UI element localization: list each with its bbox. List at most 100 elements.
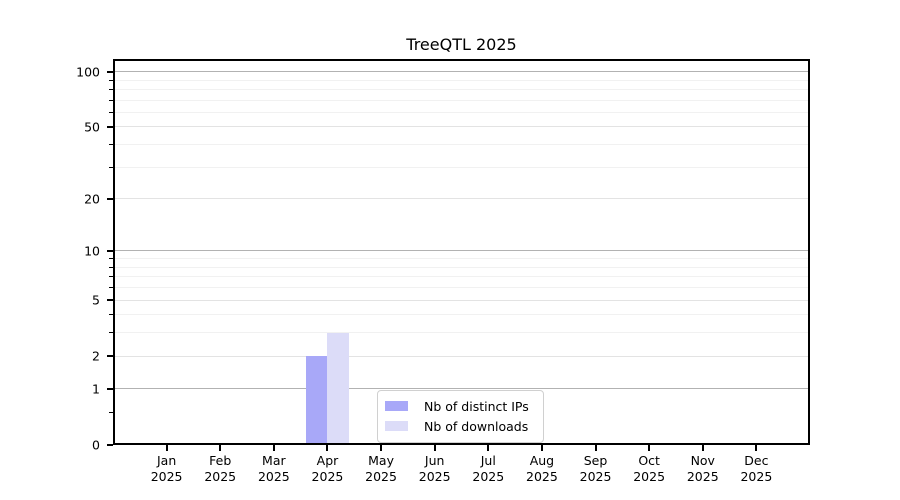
gridline-major bbox=[113, 355, 810, 357]
y-minor-tick bbox=[109, 314, 113, 316]
x-tick-month: Aug bbox=[529, 453, 555, 468]
gridline-major bbox=[113, 198, 810, 200]
x-tick-month: Dec bbox=[744, 453, 769, 468]
y-tick bbox=[107, 125, 113, 128]
y-minor-tick bbox=[109, 266, 113, 268]
gridline-minor bbox=[113, 314, 810, 316]
y-minor-tick bbox=[109, 144, 113, 146]
y-tick-label: 50 bbox=[84, 119, 100, 135]
y-minor-tick bbox=[109, 88, 113, 90]
y-tick-label: 0 bbox=[92, 437, 100, 453]
x-tick bbox=[219, 445, 222, 451]
gridline-minor bbox=[113, 258, 810, 260]
x-tick-label: Nov 2025 bbox=[687, 453, 719, 485]
gridline-major bbox=[113, 71, 810, 73]
legend: Nb of distinct IPs Nb of downloads bbox=[377, 390, 544, 443]
x-tick-year: 2025 bbox=[311, 469, 344, 484]
plot-area: 0 1 2 5 10 20 50 100 Jan 2025 Feb 2025 Mar 2025 Apr 20… bbox=[76, 59, 810, 484]
y-tick bbox=[107, 387, 113, 390]
x-tick-label: Oct 2025 bbox=[633, 453, 665, 485]
y-tick-label: 5 bbox=[92, 292, 100, 308]
y-minor-tick bbox=[109, 79, 113, 81]
y-minor-tick bbox=[109, 411, 113, 413]
gridline-major bbox=[113, 250, 810, 252]
x-tick-label: Sep 2025 bbox=[580, 453, 612, 485]
y-minor-tick bbox=[109, 99, 113, 101]
y-tick-label: 2 bbox=[92, 348, 100, 364]
x-tick-month: Mar bbox=[262, 453, 286, 468]
x-tick-label: Aug 2025 bbox=[526, 453, 558, 485]
x-tick-label: Jun 2025 bbox=[419, 453, 451, 485]
y-tick-label: 10 bbox=[84, 243, 100, 259]
x-tick bbox=[487, 445, 490, 451]
gridline-minor bbox=[113, 88, 810, 90]
x-tick bbox=[540, 445, 543, 451]
x-tick-year: 2025 bbox=[526, 469, 558, 484]
x-tick-label: Jul 2025 bbox=[472, 453, 504, 485]
x-tick bbox=[165, 445, 168, 451]
x-tick bbox=[380, 445, 383, 451]
bar-distinct-ips bbox=[305, 356, 328, 445]
legend-swatch bbox=[385, 400, 408, 412]
x-tick-month: Nov bbox=[690, 453, 715, 468]
gridline-minor bbox=[113, 111, 810, 113]
x-tick-year: 2025 bbox=[365, 469, 397, 484]
y-tick bbox=[107, 70, 113, 73]
x-tick-year: 2025 bbox=[686, 469, 719, 484]
y-tick-label: 1 bbox=[92, 381, 100, 397]
x-tick-month: Jul bbox=[480, 453, 496, 468]
gridline-minor bbox=[113, 99, 810, 101]
gridline-minor bbox=[113, 79, 810, 81]
gridline-major bbox=[113, 299, 810, 301]
x-tick bbox=[594, 445, 597, 451]
x-tick-year: 2025 bbox=[472, 469, 505, 484]
legend-label: Nb of downloads bbox=[424, 418, 529, 434]
x-tick bbox=[326, 445, 329, 451]
x-tick-label: May 2025 bbox=[365, 453, 397, 485]
bar-downloads bbox=[327, 332, 349, 445]
legend-row: Nb of downloads bbox=[385, 416, 543, 436]
gridline-minor bbox=[113, 332, 810, 334]
y-tick bbox=[107, 444, 113, 446]
gridline-major bbox=[113, 126, 810, 128]
legend-swatch bbox=[385, 420, 408, 432]
x-tick bbox=[648, 445, 651, 451]
x-tick-month: May bbox=[368, 453, 394, 468]
plot-frame bbox=[113, 59, 810, 445]
y-minor-tick bbox=[109, 258, 113, 260]
y-tick-label: 100 bbox=[76, 64, 100, 80]
chart-title: TreeQTL 2025 bbox=[406, 35, 517, 54]
y-minor-tick bbox=[109, 287, 113, 289]
x-tick-year: 2025 bbox=[418, 469, 451, 484]
x-tick-year: 2025 bbox=[150, 469, 183, 484]
x-tick-year: 2025 bbox=[204, 469, 237, 484]
y-tick bbox=[107, 249, 113, 252]
gridline-minor bbox=[113, 166, 810, 168]
x-tick-month: Sep bbox=[583, 453, 608, 468]
x-tick-month: Jun bbox=[424, 453, 445, 468]
x-tick-month: Oct bbox=[638, 453, 660, 468]
y-minor-tick bbox=[109, 166, 113, 168]
y-minor-tick bbox=[109, 111, 113, 113]
legend-label: Nb of distinct IPs bbox=[424, 398, 529, 414]
y-tick bbox=[107, 197, 113, 200]
x-tick-label: Dec 2025 bbox=[740, 453, 772, 485]
x-tick bbox=[272, 445, 275, 451]
gridline-minor bbox=[113, 266, 810, 268]
x-tick-year: 2025 bbox=[633, 469, 666, 484]
x-tick-label: Mar 2025 bbox=[258, 453, 290, 485]
y-tick bbox=[107, 355, 113, 358]
y-minor-tick bbox=[109, 276, 113, 278]
y-tick bbox=[107, 299, 113, 302]
x-tick-label: Apr 2025 bbox=[312, 453, 344, 485]
x-tick-month: Apr bbox=[316, 453, 339, 468]
gridline-major bbox=[113, 388, 810, 390]
gridline-minor bbox=[113, 144, 810, 146]
legend-row: Nb of distinct IPs bbox=[385, 396, 543, 416]
x-tick bbox=[433, 445, 436, 451]
gridline-minor bbox=[113, 287, 810, 289]
x-tick-year: 2025 bbox=[257, 469, 290, 484]
x-tick-year: 2025 bbox=[740, 469, 773, 484]
y-minor-tick bbox=[109, 332, 113, 334]
